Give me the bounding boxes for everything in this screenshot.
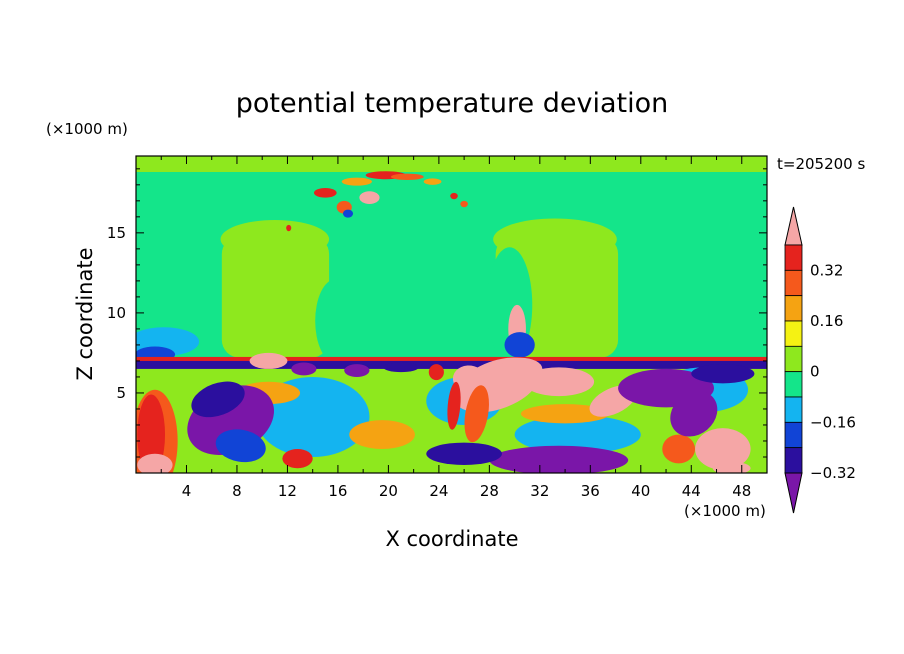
contour-hollow-left (315, 279, 356, 363)
contour-bl-red-1 (282, 448, 313, 469)
colorbar-label: −0.32 (810, 464, 856, 482)
x-tick-label: 40 (631, 482, 650, 500)
contour-column-left (221, 236, 330, 358)
colorbar-label: 0 (810, 363, 820, 381)
x-tick-label: 36 (581, 482, 600, 500)
contour-inversion-feature (428, 364, 444, 381)
contour-vortex-left-edge (191, 381, 245, 418)
contour-left-red (137, 394, 166, 473)
contour-inversion-feature (249, 352, 288, 369)
plot-area (136, 156, 767, 473)
x-axis: 4 8 12 16 20 24 28 32 36 40 44 48 (160, 156, 751, 500)
time-label: t=205200 s (777, 155, 865, 173)
plot-frame (135, 155, 768, 474)
contour-inversion-feature (291, 362, 317, 376)
x-tick-label: 8 (232, 482, 242, 500)
contour-inversion (136, 357, 767, 369)
contour-speckle (450, 192, 458, 200)
colorbar-label: 0.32 (810, 261, 843, 279)
colorbar-bin (784, 269, 803, 297)
contour-orange-stem (464, 385, 489, 443)
y-unit-label: (×1000 m) (46, 120, 128, 138)
contour-column-left-cap (220, 220, 330, 259)
contour-speckle (286, 224, 292, 232)
colorbar-bin (784, 447, 803, 474)
x-tick-label: 28 (480, 482, 499, 500)
colorbar-bin (784, 396, 803, 423)
contour-top-left (136, 156, 219, 173)
contour-pink-plume (499, 357, 543, 381)
contour-bl-yellow-3 (520, 404, 610, 424)
contour-bottom-right-pink (695, 428, 751, 470)
contour-bottom-navy (426, 442, 502, 465)
colorbar-bin (784, 244, 803, 271)
contour-speckle (342, 209, 354, 218)
y-axis-title: Z coordinate (73, 247, 97, 380)
colorbar-max-arrow (784, 206, 803, 246)
x-tick-label: 32 (530, 482, 549, 500)
colorbar-bin (784, 421, 803, 449)
y-axis: 5 10 15 (107, 168, 767, 458)
colorbar-bin (784, 345, 803, 373)
contour-bl-orange-1 (662, 434, 696, 464)
contour-vortex-right-edge (691, 364, 755, 384)
x-tick-label: 24 (429, 482, 448, 500)
colorbar-label: −0.16 (810, 413, 856, 431)
x-tick-label: 4 (182, 482, 192, 500)
contour-inversion-feature (344, 364, 370, 377)
x-tick-label: 44 (682, 482, 701, 500)
contour-vortex-right-tail (670, 391, 718, 437)
contour-inversion-feature (383, 362, 419, 373)
x-tick-label: 16 (328, 482, 347, 500)
contour-red-stem (447, 381, 461, 430)
contour-pink-plume (523, 367, 595, 397)
contour-speckle (390, 173, 424, 181)
x-tick-label: 12 (278, 482, 297, 500)
contour-field (136, 156, 767, 473)
contour-speckle (341, 177, 372, 186)
x-unit-label: (×1000 m) (684, 502, 766, 520)
y-tick-label: 15 (107, 224, 126, 242)
contour-inversion-top (136, 356, 767, 361)
contour-vortex-left-tail (215, 429, 266, 463)
contour-speckle (313, 188, 337, 198)
colorbar-min-arrow (784, 472, 803, 514)
contour-bottom-purple (489, 445, 629, 473)
contour-speckle (359, 191, 380, 205)
x-axis-title: X coordinate (385, 527, 518, 551)
contour-speckle (460, 200, 468, 208)
contour-speckle (423, 178, 442, 185)
contour-left-pink (137, 453, 173, 473)
colorbar-bin (784, 320, 803, 347)
y-tick-label: 10 (107, 304, 126, 322)
contour-bl-cyan-3 (514, 415, 641, 454)
contour-column-right-cap (493, 218, 617, 261)
contour-bl-yellow-1 (349, 420, 415, 449)
colorbar-label: 0.16 (810, 312, 843, 330)
contour-top-right (653, 156, 767, 173)
chart-title: potential temperature deviation (236, 88, 668, 119)
colorbar: 0.32 0.16 0 −0.16 −0.32 (784, 206, 856, 514)
colorbar-bin (784, 371, 803, 398)
x-tick-label: 20 (379, 482, 398, 500)
contour-band (136, 156, 767, 173)
x-tick-label: 48 (732, 482, 751, 500)
contour-bottom-right-pink-2 (712, 461, 751, 473)
y-tick-label: 5 (116, 384, 126, 402)
colorbar-bin (784, 295, 803, 322)
contour-plume-base (504, 332, 535, 358)
